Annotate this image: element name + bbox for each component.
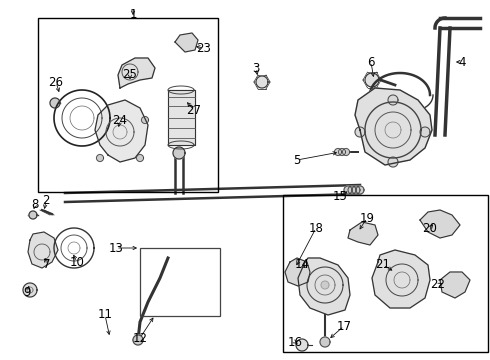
Polygon shape	[343, 149, 349, 156]
Polygon shape	[321, 281, 329, 289]
Text: 12: 12	[132, 332, 147, 345]
Polygon shape	[133, 335, 143, 345]
Polygon shape	[388, 157, 398, 167]
Polygon shape	[355, 127, 365, 137]
Text: 21: 21	[375, 258, 391, 271]
Text: 8: 8	[31, 198, 39, 211]
Polygon shape	[173, 147, 185, 159]
Polygon shape	[29, 211, 37, 219]
Text: 4: 4	[458, 55, 466, 68]
Polygon shape	[356, 186, 364, 194]
Polygon shape	[50, 98, 60, 108]
Text: 18: 18	[309, 221, 323, 234]
Polygon shape	[339, 149, 345, 156]
Text: 22: 22	[431, 279, 445, 292]
Polygon shape	[137, 154, 144, 162]
Bar	[140, 248, 220, 316]
Polygon shape	[348, 222, 378, 245]
Bar	[283, 195, 488, 352]
Polygon shape	[352, 186, 360, 194]
Polygon shape	[320, 337, 330, 347]
Polygon shape	[388, 95, 398, 105]
Text: 16: 16	[288, 336, 302, 348]
Text: 1: 1	[129, 8, 137, 21]
Text: 6: 6	[367, 55, 375, 68]
Polygon shape	[335, 149, 342, 156]
Polygon shape	[420, 210, 460, 238]
Text: 25: 25	[122, 68, 137, 81]
Text: 7: 7	[43, 258, 51, 271]
Text: 3: 3	[252, 62, 260, 75]
Polygon shape	[372, 250, 430, 308]
Polygon shape	[175, 33, 198, 52]
Polygon shape	[23, 283, 37, 297]
Text: 26: 26	[49, 76, 64, 89]
Polygon shape	[285, 258, 310, 286]
Polygon shape	[168, 90, 195, 145]
Text: 11: 11	[98, 309, 113, 321]
Text: 20: 20	[422, 221, 438, 234]
Text: 24: 24	[113, 113, 127, 126]
Polygon shape	[142, 117, 148, 123]
Polygon shape	[355, 88, 432, 165]
Polygon shape	[348, 186, 356, 194]
Polygon shape	[95, 100, 148, 162]
Text: 19: 19	[360, 211, 374, 225]
Polygon shape	[118, 58, 155, 88]
Text: 13: 13	[109, 242, 123, 255]
Polygon shape	[298, 258, 350, 315]
Text: 10: 10	[70, 256, 84, 269]
Polygon shape	[344, 186, 352, 194]
Bar	[38, 18, 218, 192]
Polygon shape	[420, 127, 430, 137]
Polygon shape	[296, 339, 308, 351]
Text: 9: 9	[23, 285, 31, 298]
Polygon shape	[365, 73, 379, 87]
Polygon shape	[440, 272, 470, 298]
Polygon shape	[256, 76, 268, 88]
Polygon shape	[97, 154, 103, 162]
Text: 2: 2	[42, 194, 50, 207]
Text: 14: 14	[294, 258, 310, 271]
Text: 27: 27	[187, 104, 201, 117]
Text: 15: 15	[333, 189, 347, 202]
Text: 17: 17	[337, 320, 351, 333]
Text: 5: 5	[294, 153, 301, 166]
Polygon shape	[28, 232, 58, 268]
Text: 23: 23	[196, 41, 212, 54]
